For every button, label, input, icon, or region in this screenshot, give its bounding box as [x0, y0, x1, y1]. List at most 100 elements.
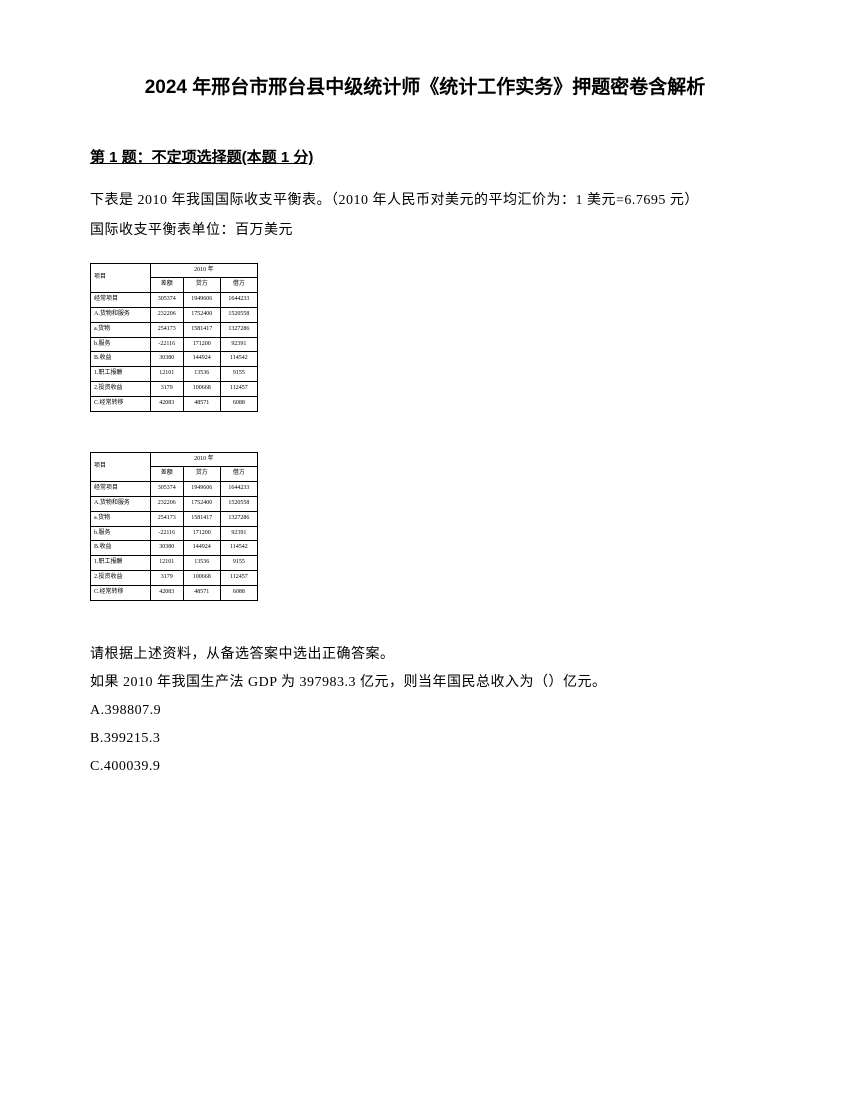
cell: 1581417: [183, 511, 220, 526]
data-table-1: 项目 2010 年 差额 贷方 借方 经常项目 305374 1949606 1…: [90, 263, 760, 412]
question-text: 如果 2010 年我国生产法 GDP 为 397983.3 亿元，则当年国民总收…: [90, 669, 760, 697]
balance-table: 项目 2010 年 差额 贷方 借方 经常项目 305374 1949606 1…: [90, 263, 258, 412]
cell: 经常项目: [91, 482, 151, 497]
cell: 1520558: [220, 307, 257, 322]
table-row: 经常项目 305374 1949606 1644233: [91, 482, 258, 497]
table-row: A.货物和服务 232206 1752400 1520558: [91, 307, 258, 322]
option-c: C.400039.9: [90, 753, 760, 781]
question-header: 第 1 题：不定项选择题(本题 1 分): [90, 144, 760, 173]
col-header-item: 项目: [91, 263, 151, 293]
intro-line-1: 下表是 2010 年我国国际收支平衡表。（2010 年人民币对美元的平均汇价为：…: [90, 187, 760, 215]
cell: C.经常转移: [91, 396, 151, 411]
col-header: 贷方: [183, 467, 220, 482]
cell: 92391: [220, 526, 257, 541]
cell: 1.职工报酬: [91, 556, 151, 571]
table-row: B.收益 30380 144924 114542: [91, 352, 258, 367]
cell: 30380: [150, 352, 183, 367]
cell: 经常项目: [91, 293, 151, 308]
col-header-item: 项目: [91, 452, 151, 482]
cell: 171200: [183, 337, 220, 352]
cell: 232206: [150, 307, 183, 322]
cell: 100668: [183, 381, 220, 396]
cell: 114542: [220, 352, 257, 367]
cell: B.收益: [91, 541, 151, 556]
cell: 1752400: [183, 496, 220, 511]
table-row: 1.职工报酬 12101 13536 9155: [91, 367, 258, 382]
col-header: 差额: [150, 278, 183, 293]
instruction-text: 请根据上述资料，从备选答案中选出正确答案。: [90, 641, 760, 669]
table-row: 2.投资收益 3179 100668 112457: [91, 381, 258, 396]
table-row: A.货物和服务 232206 1752400 1520558: [91, 496, 258, 511]
cell: 2.投资收益: [91, 570, 151, 585]
cell: 48571: [183, 396, 220, 411]
question-header-text: 第 1 题：不定项选择题(本题 1 分): [90, 149, 313, 166]
table-row: b.服务 -22116 171200 92391: [91, 337, 258, 352]
table-row: b.服务 -22116 171200 92391: [91, 526, 258, 541]
table-row: 1.职工报酬 12101 13536 9155: [91, 556, 258, 571]
cell: C.经常转移: [91, 585, 151, 600]
cell: 100668: [183, 570, 220, 585]
cell: a.货物: [91, 511, 151, 526]
cell: -22116: [150, 526, 183, 541]
cell: 1752400: [183, 307, 220, 322]
cell: 1520558: [220, 496, 257, 511]
cell: 305374: [150, 293, 183, 308]
table-row: a.货物 254173 1581417 1327286: [91, 322, 258, 337]
cell: 144924: [183, 352, 220, 367]
cell: 254173: [150, 511, 183, 526]
data-table-2: 项目 2010 年 差额 贷方 借方 经常项目 305374 1949606 1…: [90, 452, 760, 601]
cell: 305374: [150, 482, 183, 497]
cell: 3179: [150, 570, 183, 585]
cell: 6088: [220, 396, 257, 411]
year-header: 2010 年: [150, 263, 257, 278]
table-row: C.经常转移 42083 48571 6088: [91, 585, 258, 600]
cell: 48571: [183, 585, 220, 600]
table-row: 项目 2010 年: [91, 263, 258, 278]
cell: 1644233: [220, 293, 257, 308]
cell: 30380: [150, 541, 183, 556]
cell: 42083: [150, 585, 183, 600]
cell: 12101: [150, 556, 183, 571]
cell: 6088: [220, 585, 257, 600]
cell: 9155: [220, 556, 257, 571]
cell: 13536: [183, 367, 220, 382]
cell: 3179: [150, 381, 183, 396]
option-b: B.399215.3: [90, 725, 760, 753]
year-header: 2010 年: [150, 452, 257, 467]
cell: B.收益: [91, 352, 151, 367]
table-row: a.货物 254173 1581417 1327286: [91, 511, 258, 526]
table-row: B.收益 30380 144924 114542: [91, 541, 258, 556]
page-title: 2024 年邢台市邢台县中级统计师《统计工作实务》押题密卷含解析: [90, 70, 760, 106]
answer-section: 请根据上述资料，从备选答案中选出正确答案。 如果 2010 年我国生产法 GDP…: [90, 641, 760, 781]
balance-table: 项目 2010 年 差额 贷方 借方 经常项目 305374 1949606 1…: [90, 452, 258, 601]
cell: -22116: [150, 337, 183, 352]
cell: 114542: [220, 541, 257, 556]
cell: 1.职工报酬: [91, 367, 151, 382]
col-header: 差额: [150, 467, 183, 482]
cell: 1644233: [220, 482, 257, 497]
cell: b.服务: [91, 337, 151, 352]
intro-line-2: 国际收支平衡表单位：百万美元: [90, 217, 760, 245]
cell: 171200: [183, 526, 220, 541]
cell: 232206: [150, 496, 183, 511]
cell: A.货物和服务: [91, 496, 151, 511]
col-header: 贷方: [183, 278, 220, 293]
table-row: 经常项目 305374 1949606 1644233: [91, 293, 258, 308]
cell: 1949606: [183, 293, 220, 308]
cell: 42083: [150, 396, 183, 411]
cell: 1327286: [220, 322, 257, 337]
cell: 12101: [150, 367, 183, 382]
col-header: 借方: [220, 467, 257, 482]
cell: 13536: [183, 556, 220, 571]
cell: 1949606: [183, 482, 220, 497]
cell: 1581417: [183, 322, 220, 337]
cell: 1327286: [220, 511, 257, 526]
table-row: C.经常转移 42083 48571 6088: [91, 396, 258, 411]
cell: A.货物和服务: [91, 307, 151, 322]
cell: 2.投资收益: [91, 381, 151, 396]
cell: b.服务: [91, 526, 151, 541]
cell: a.货物: [91, 322, 151, 337]
cell: 92391: [220, 337, 257, 352]
option-a: A.398807.9: [90, 697, 760, 725]
table-row: 项目 2010 年: [91, 452, 258, 467]
